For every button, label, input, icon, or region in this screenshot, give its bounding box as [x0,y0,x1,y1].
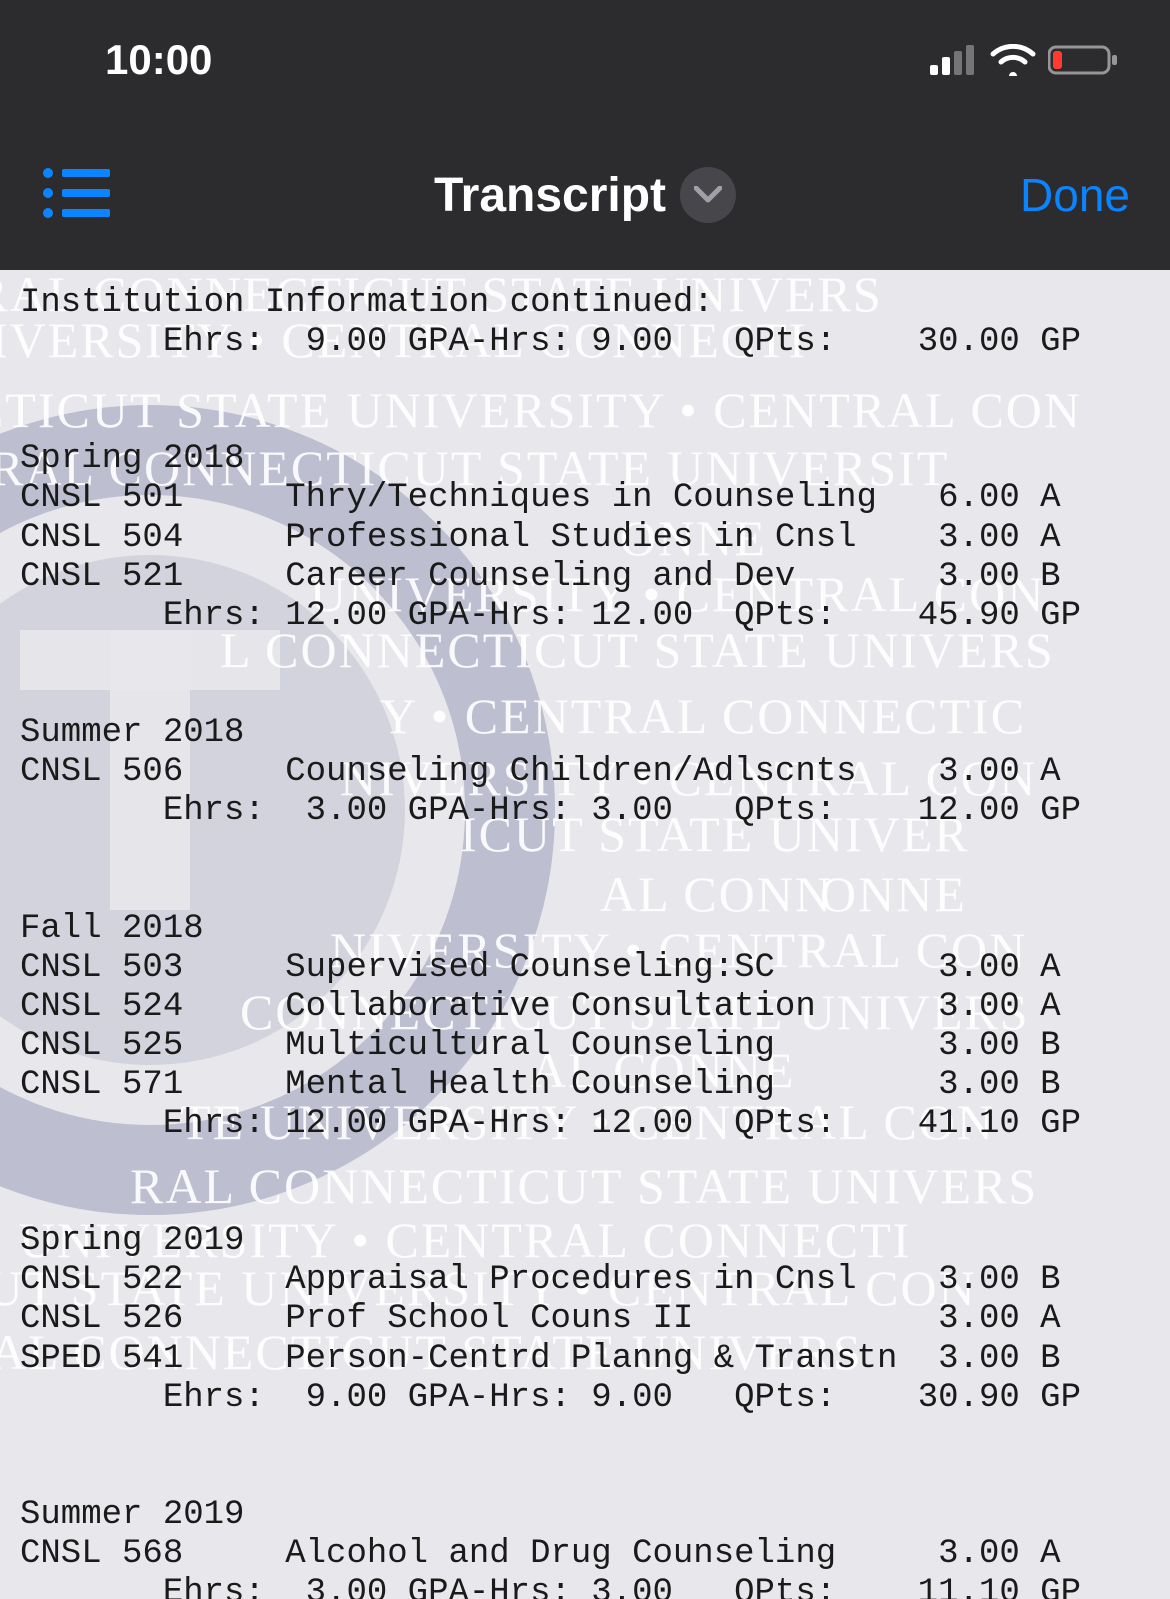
outline-icon[interactable] [40,164,112,227]
document-viewport[interactable]: ITY • CENTRAL CONNECTICUT STATE UNIVERS … [0,270,1170,1599]
nav-title-wrap[interactable]: Transcript [434,167,736,223]
status-icons [930,44,1120,76]
battery-icon [1048,44,1120,76]
chevron-down-icon[interactable] [680,167,736,223]
cellular-icon [930,45,978,75]
transcript-content: Institution Information continued: Ehrs:… [0,270,1170,1599]
done-button[interactable]: Done [1020,168,1130,222]
status-time: 10:00 [105,36,212,84]
page-title: Transcript [434,168,666,223]
nav-bar: Transcript Done [0,120,1170,270]
status-bar: 10:00 [0,0,1170,120]
wifi-icon [990,44,1036,76]
